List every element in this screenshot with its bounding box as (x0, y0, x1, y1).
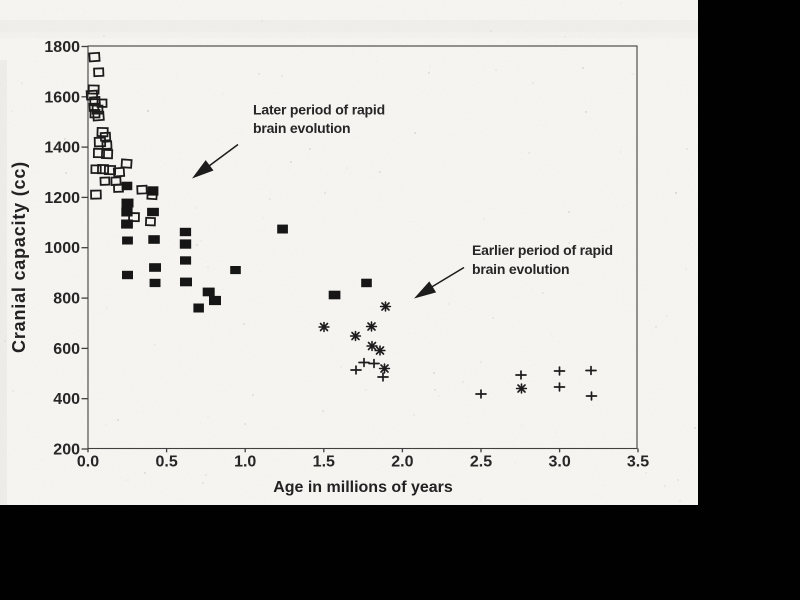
svg-text:2.0: 2.0 (391, 454, 413, 471)
svg-text:1400: 1400 (44, 140, 80, 157)
svg-text:Earlier period of rapid: Earlier period of rapid (472, 242, 613, 258)
svg-text:1.5: 1.5 (313, 454, 335, 471)
svg-text:1800: 1800 (44, 39, 80, 56)
svg-text:1600: 1600 (44, 89, 80, 106)
svg-text:400: 400 (53, 391, 80, 408)
svg-text:0.0: 0.0 (77, 454, 99, 471)
svg-text:200: 200 (53, 442, 80, 459)
svg-text:Cranial capacity (cc): Cranial capacity (cc) (9, 161, 29, 353)
svg-text:3.0: 3.0 (548, 454, 570, 471)
svg-text:1000: 1000 (44, 240, 80, 257)
svg-text:Later period of rapid: Later period of rapid (253, 102, 385, 118)
svg-text:1.0: 1.0 (234, 454, 256, 471)
svg-text:800: 800 (53, 291, 80, 308)
svg-text:0.5: 0.5 (155, 454, 177, 471)
svg-text:3.5: 3.5 (627, 454, 649, 471)
svg-text:600: 600 (53, 341, 80, 358)
svg-text:Age in millions of years: Age in millions of years (273, 479, 453, 496)
svg-text:brain evolution: brain evolution (253, 120, 350, 136)
svg-text:2.5: 2.5 (470, 454, 492, 471)
svg-text:1200: 1200 (44, 190, 80, 207)
svg-text:brain evolution: brain evolution (472, 261, 569, 277)
